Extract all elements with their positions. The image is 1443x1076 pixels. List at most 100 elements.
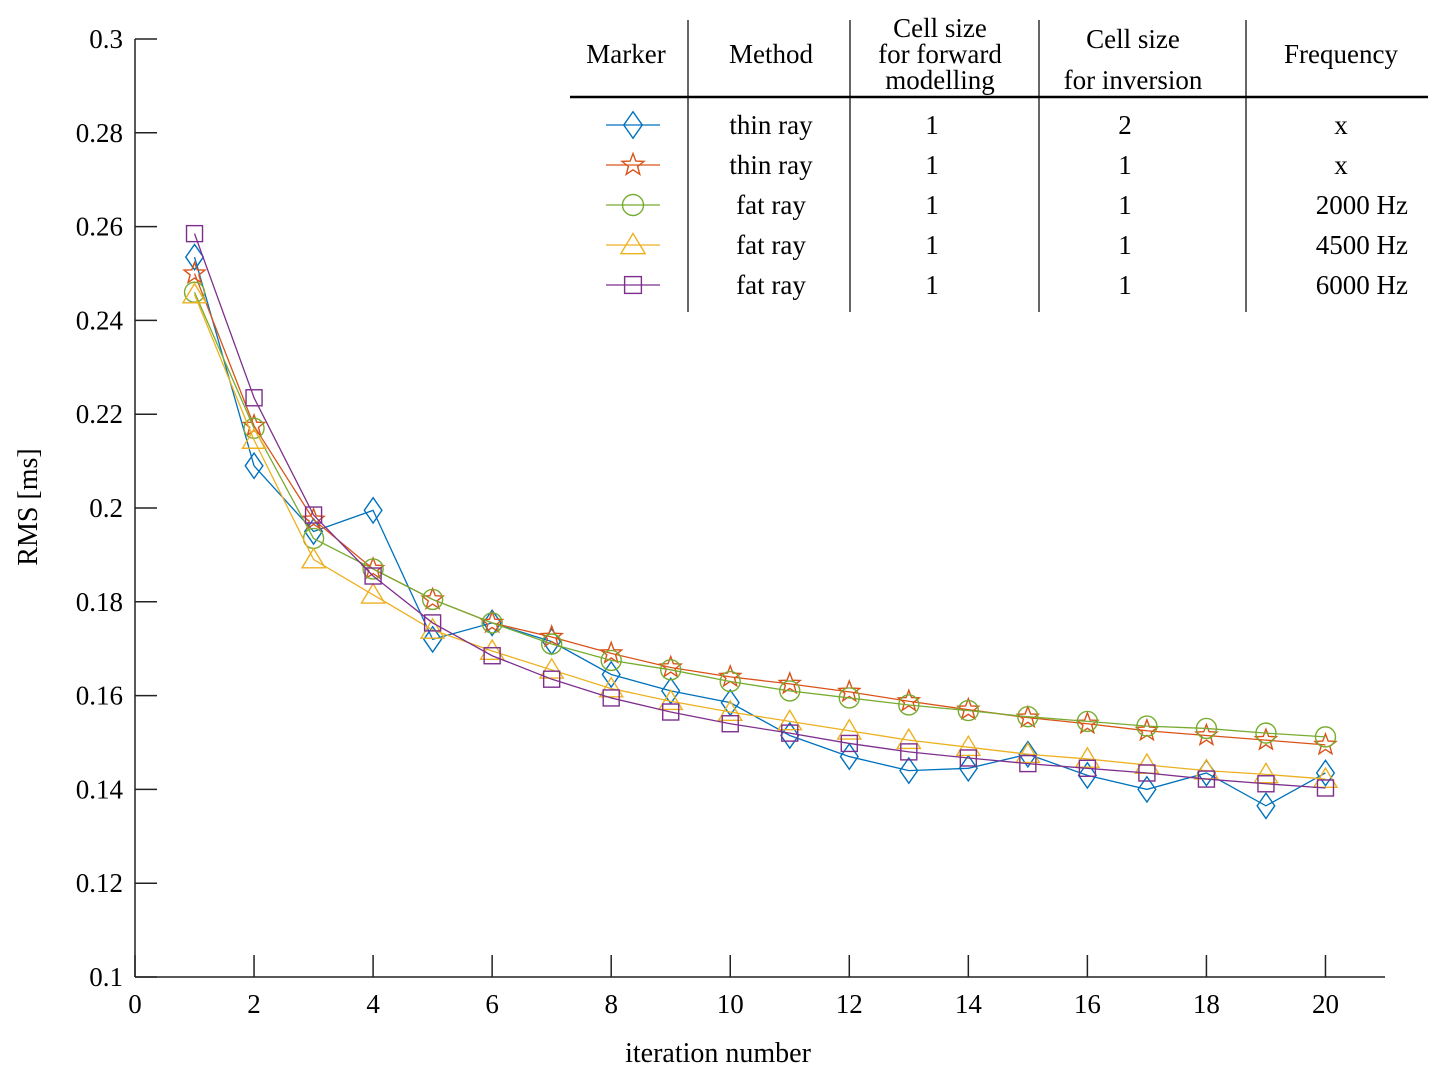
data-point-diamond bbox=[899, 756, 919, 785]
data-point-square bbox=[304, 506, 323, 524]
legend-method: thin ray bbox=[729, 110, 813, 140]
data-point-circle bbox=[898, 694, 920, 716]
legend-frequency: x bbox=[1334, 110, 1348, 140]
x-tick-label: 20 bbox=[1312, 989, 1339, 1019]
data-point-triangle bbox=[776, 709, 803, 731]
data-point-square bbox=[423, 614, 442, 632]
data-point-star bbox=[1313, 731, 1338, 756]
x-axis-label: iteration number bbox=[625, 1038, 812, 1069]
legend-row-1: thin ray 1 2 x bbox=[606, 110, 1348, 140]
data-point-star bbox=[1134, 717, 1160, 742]
x-tick-label: 4 bbox=[366, 989, 380, 1019]
data-point-diamond bbox=[422, 625, 443, 654]
data-point-square bbox=[542, 670, 561, 688]
data-point-triangle bbox=[836, 718, 863, 740]
data-point-circle bbox=[1017, 706, 1039, 728]
data-point-diamond bbox=[1315, 759, 1336, 787]
data-point-triangle bbox=[717, 699, 744, 721]
y-axis-label: RMS [ms] bbox=[13, 448, 44, 565]
data-point-triangle bbox=[1074, 746, 1101, 768]
legend-header-text: Marker bbox=[586, 39, 665, 69]
x-tick-label: 6 bbox=[485, 989, 499, 1019]
data-point-square bbox=[245, 389, 263, 407]
data-point-circle bbox=[421, 588, 444, 611]
data-point-star bbox=[1015, 704, 1041, 729]
data-point-triangle bbox=[479, 638, 505, 660]
data-point-triangle bbox=[955, 734, 982, 757]
series-3 bbox=[183, 281, 1337, 748]
data-point-star bbox=[182, 260, 207, 285]
y-tick-label: 0.18 bbox=[76, 587, 123, 617]
data-point-circle bbox=[779, 680, 801, 702]
x-tick-label: 10 bbox=[717, 989, 744, 1019]
legend-row-5: fat ray 1 1 6000 Hz bbox=[606, 270, 1408, 300]
series-line bbox=[193, 233, 1326, 789]
data-point-circle bbox=[362, 558, 384, 580]
series-5 bbox=[185, 224, 1335, 797]
legend-frequency: x bbox=[1334, 150, 1348, 180]
y-tick-label: 0.28 bbox=[76, 118, 123, 148]
data-point-triangle bbox=[1253, 762, 1279, 784]
data-point-square bbox=[602, 689, 620, 707]
data-point-diamond bbox=[184, 243, 205, 271]
y-tick-label: 0.3 bbox=[89, 24, 123, 54]
axes: 0.1 0.12 0.14 0.16 0.18 0.2 0.22 0.24 0.26 0.28 0.… bbox=[76, 24, 1385, 1019]
legend-row-3: fat ray 1 1 2000 Hz bbox=[606, 190, 1408, 220]
series-layer bbox=[181, 224, 1339, 820]
data-point-circle bbox=[660, 659, 682, 681]
legend-cell-forward: 1 bbox=[925, 270, 939, 300]
x-tick-label: 0 bbox=[128, 989, 142, 1019]
legend-header-text: Method bbox=[729, 39, 813, 69]
legend-row-2: thin ray 1 1 x bbox=[606, 150, 1348, 180]
legend-cell-forward: 1 bbox=[925, 150, 939, 180]
series-line bbox=[193, 273, 1326, 746]
legend-marker-square bbox=[623, 275, 643, 295]
data-point-square bbox=[364, 567, 382, 585]
data-point-square bbox=[483, 647, 501, 665]
data-point-square bbox=[1019, 754, 1037, 773]
legend-method: thin ray bbox=[729, 150, 813, 180]
series-4 bbox=[181, 282, 1339, 789]
data-point-square bbox=[1316, 779, 1335, 797]
legend-cell-forward: 1 bbox=[925, 110, 939, 140]
data-point-square bbox=[1138, 764, 1156, 782]
series-line bbox=[193, 256, 1326, 807]
data-point-square bbox=[1078, 759, 1097, 777]
series-line bbox=[193, 291, 1326, 738]
data-point-circle bbox=[1076, 710, 1099, 733]
data-point-triangle bbox=[1312, 766, 1339, 789]
data-point-star bbox=[836, 678, 862, 703]
data-point-square bbox=[1197, 770, 1216, 788]
data-point-circle bbox=[1314, 726, 1337, 748]
legend-cell-inversion: 1 bbox=[1118, 190, 1132, 220]
data-point-diamond bbox=[601, 660, 621, 689]
data-point-star bbox=[539, 623, 565, 648]
data-point-square bbox=[781, 724, 799, 742]
legend-frequency: 4500 Hz bbox=[1316, 230, 1408, 260]
y-tick-label: 0.14 bbox=[76, 774, 124, 804]
legend-cell-forward: 1 bbox=[925, 190, 939, 220]
data-point-diamond bbox=[1018, 740, 1038, 769]
data-point-triangle bbox=[181, 282, 208, 304]
data-point-triangle bbox=[300, 547, 327, 569]
data-point-diamond bbox=[1256, 791, 1276, 820]
legend-cell-inversion: 2 bbox=[1118, 110, 1132, 140]
data-point-triangle bbox=[896, 727, 922, 750]
data-point-star bbox=[1075, 710, 1100, 735]
y-tick-label: 0.24 bbox=[76, 305, 124, 335]
legend-header-text: modelling bbox=[885, 65, 995, 95]
data-point-circle bbox=[1136, 715, 1158, 737]
legend-header-text: Cell size bbox=[893, 13, 987, 43]
x-tick-label: 16 bbox=[1074, 989, 1101, 1019]
y-tick-label: 0.12 bbox=[76, 868, 123, 898]
legend-frequency: 6000 Hz bbox=[1316, 270, 1408, 300]
data-point-star bbox=[955, 696, 981, 721]
data-point-circle bbox=[1195, 717, 1218, 740]
y-tick-label: 0.26 bbox=[76, 212, 123, 242]
x-tick-label: 2 bbox=[247, 989, 261, 1019]
legend-marker-diamond bbox=[622, 110, 644, 140]
data-point-square bbox=[959, 749, 978, 767]
legend-marker-star bbox=[620, 151, 646, 176]
data-point-diamond bbox=[839, 742, 859, 771]
